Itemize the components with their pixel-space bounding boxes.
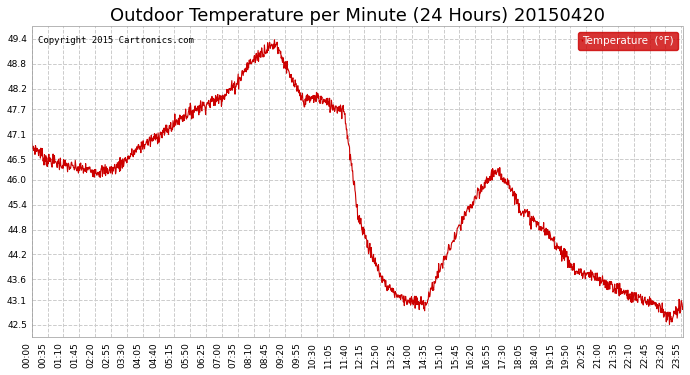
Legend: Temperature  (°F): Temperature (°F) <box>578 32 678 50</box>
Title: Outdoor Temperature per Minute (24 Hours) 20150420: Outdoor Temperature per Minute (24 Hours… <box>110 7 605 25</box>
Text: Copyright 2015 Cartronics.com: Copyright 2015 Cartronics.com <box>39 36 194 45</box>
